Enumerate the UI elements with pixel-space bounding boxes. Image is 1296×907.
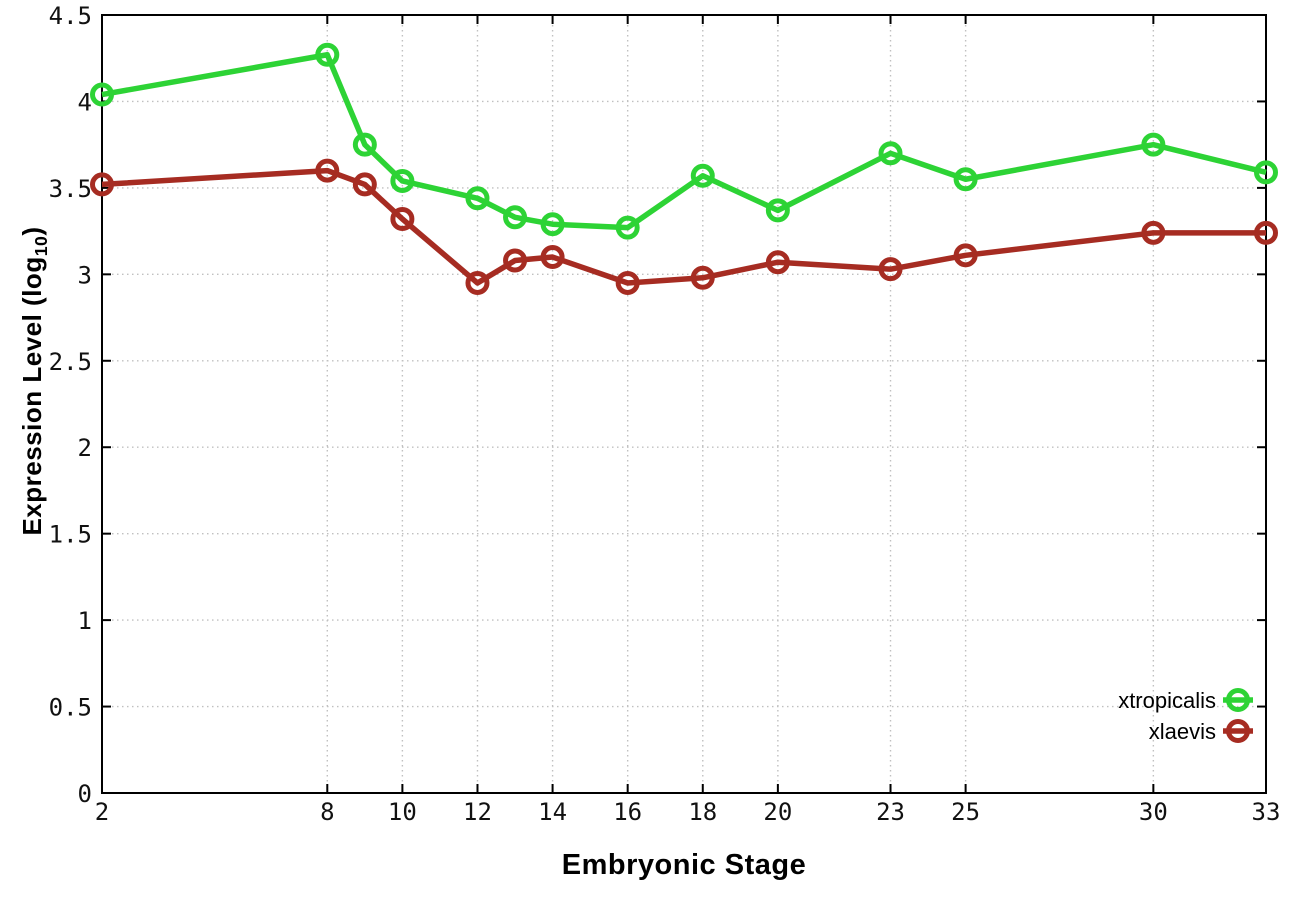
x-axis-title: Embryonic Stage xyxy=(561,849,807,881)
x-tick-label: 23 xyxy=(876,798,905,826)
y-tick-label: 1.5 xyxy=(49,521,92,549)
data-point-marker xyxy=(315,158,340,183)
data-point-marker xyxy=(953,243,978,268)
data-point-marker xyxy=(1141,132,1166,157)
y-tick-label: 3.5 xyxy=(49,175,92,203)
y-tick-label: 4 xyxy=(78,88,92,116)
data-point-marker xyxy=(540,245,565,270)
data-point-marker xyxy=(690,163,715,188)
data-point-marker xyxy=(503,248,528,273)
x-tick-label: 33 xyxy=(1252,798,1281,826)
axes xyxy=(101,14,1267,794)
x-tick-label: 16 xyxy=(613,798,642,826)
data-point-marker xyxy=(615,270,640,295)
legend-marker-icon xyxy=(1226,719,1250,743)
x-tick-label: 20 xyxy=(763,798,792,826)
data-point-marker xyxy=(1254,160,1278,185)
x-tick-label: 2 xyxy=(95,798,109,826)
data-point-marker xyxy=(90,82,114,107)
data-point-marker xyxy=(690,265,715,290)
legend-entry-xlaevis: xlaevis xyxy=(1149,719,1253,744)
y-tick-label: 1 xyxy=(78,607,92,635)
y-tick-label: 2 xyxy=(78,434,92,462)
legend-label: xlaevis xyxy=(1149,719,1216,744)
y-axis-title-close: ) xyxy=(17,226,47,236)
x-tick-label: 30 xyxy=(1139,798,1168,826)
data-point-marker xyxy=(878,141,903,166)
data-point-marker xyxy=(352,132,377,157)
data-point-marker xyxy=(315,42,340,67)
legend-marker-icon xyxy=(1226,688,1250,712)
data-point-marker xyxy=(352,172,377,197)
legend: xtropicalis xlaevis xyxy=(1118,688,1253,744)
legend-entry-xtropicalis: xtropicalis xyxy=(1118,688,1253,713)
series-line xyxy=(101,52,1267,231)
data-point-marker xyxy=(390,168,415,193)
x-tick-label: 10 xyxy=(388,798,417,826)
y-tick-label: 0.5 xyxy=(49,694,92,722)
y-axis-title-text: Expression Level (log xyxy=(17,256,47,536)
y-tick-label: 0 xyxy=(78,780,92,808)
data-point-marker xyxy=(765,198,790,223)
gridlines xyxy=(101,14,1267,794)
legend-label: xtropicalis xyxy=(1118,688,1216,713)
y-tick-label: 4.5 xyxy=(49,2,92,30)
y-tick-label: 2.5 xyxy=(49,348,92,376)
data-point-marker xyxy=(953,167,978,192)
x-tick-label: 18 xyxy=(688,798,717,826)
data-point-marker xyxy=(765,250,790,275)
y-tick-label: 3 xyxy=(78,261,92,289)
data-point-marker xyxy=(1254,220,1278,245)
series-xlaevis xyxy=(90,158,1278,295)
data-point-marker xyxy=(390,207,415,232)
data-point-marker xyxy=(465,186,490,211)
data-point-marker xyxy=(465,270,490,295)
y-axis-title-subscript: 10 xyxy=(31,235,52,257)
data-point-marker xyxy=(1141,220,1166,245)
x-tick-label: 12 xyxy=(463,798,492,826)
data-point-marker xyxy=(615,215,640,240)
series-xtropicalis xyxy=(90,42,1278,240)
x-tick-label: 14 xyxy=(538,798,567,826)
tick-labels: 2 8 10 12 14 16 18 20 23 25 30 33 0 0.5 1 1.5 2 2.5 3 3.5 4 4… xyxy=(49,2,1281,826)
x-tick-label: 25 xyxy=(951,798,980,826)
plot-border xyxy=(101,14,1267,794)
x-tick-label: 8 xyxy=(320,798,334,826)
data-point-marker xyxy=(878,257,903,282)
data-point-marker xyxy=(540,212,565,237)
y-axis-title: Expression Level (log10) xyxy=(17,0,52,771)
data-point-marker xyxy=(90,172,114,197)
data-point-marker xyxy=(503,205,528,230)
